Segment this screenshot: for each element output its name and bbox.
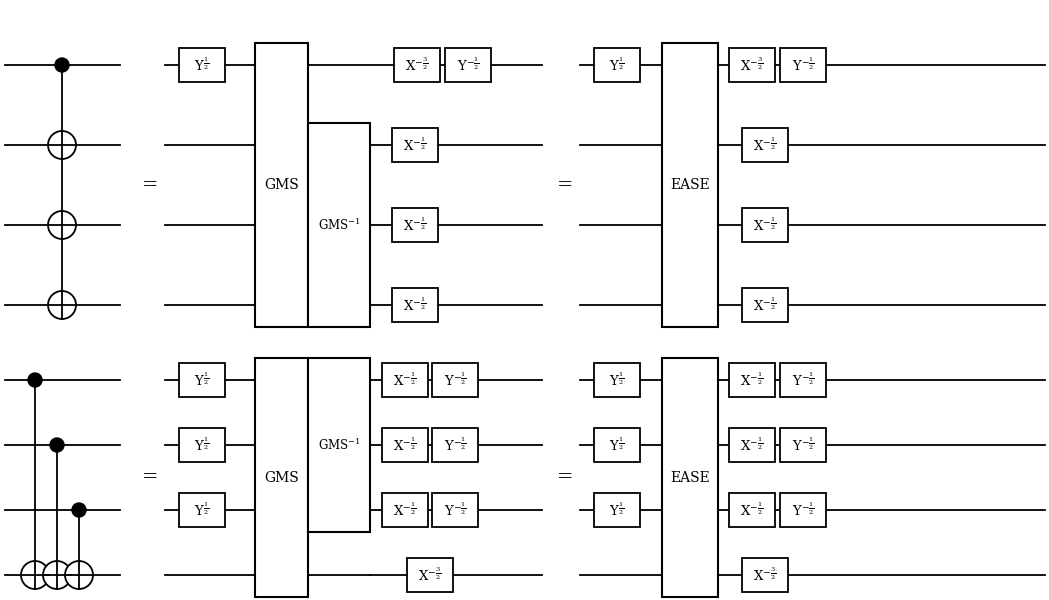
Bar [308,123,370,327]
Text: $\mathrm{Y}^{\frac{1}{2}}$: $\mathrm{Y}^{\frac{1}{2}}$ [194,56,210,74]
Bar [594,493,640,527]
Bar [432,493,478,527]
Bar [729,48,775,82]
Text: =: = [142,469,158,487]
Text: $\mathrm{Y}^{-\frac{1}{2}}$: $\mathrm{Y}^{-\frac{1}{2}}$ [792,501,814,519]
Text: $\mathrm{Y}^{-\frac{1}{2}}$: $\mathrm{Y}^{-\frac{1}{2}}$ [792,56,814,74]
Bar [729,493,775,527]
Text: GMS: GMS [264,178,299,192]
Bar [432,363,478,397]
Text: $\mathrm{Y}^{\frac{1}{2}}$: $\mathrm{Y}^{\frac{1}{2}}$ [609,371,624,389]
Text: $\mathrm{X}^{-\frac{3}{2}}$: $\mathrm{X}^{-\frac{3}{2}}$ [405,56,429,74]
Text: $\mathrm{Y}^{-\frac{1}{2}}$: $\mathrm{Y}^{-\frac{1}{2}}$ [792,371,814,389]
Text: $\mathrm{X}^{-\frac{1}{2}}$: $\mathrm{X}^{-\frac{1}{2}}$ [393,371,416,389]
Text: $\mathrm{Y}^{-\frac{1}{2}}$: $\mathrm{Y}^{-\frac{1}{2}}$ [444,501,467,519]
Text: GMS$^{-1}$: GMS$^{-1}$ [318,217,360,233]
Bar [392,128,438,162]
Bar [179,363,224,397]
Text: $\mathrm{X}^{-\frac{1}{2}}$: $\mathrm{X}^{-\frac{1}{2}}$ [403,136,427,154]
Bar [742,128,788,162]
Bar [780,363,826,397]
Text: $\mathrm{Y}^{-\frac{1}{2}}$: $\mathrm{Y}^{-\frac{1}{2}}$ [444,436,467,454]
Bar [392,208,438,242]
Bar [780,493,826,527]
Bar [394,48,440,82]
Circle shape [43,561,71,589]
Circle shape [50,438,64,452]
Circle shape [48,291,76,319]
Bar [594,363,640,397]
Circle shape [48,131,76,159]
Circle shape [55,58,69,72]
Circle shape [72,503,86,517]
Text: $\mathrm{X}^{-\frac{3}{2}}$: $\mathrm{X}^{-\frac{3}{2}}$ [741,56,764,74]
Text: $\mathrm{X}^{-\frac{1}{2}}$: $\mathrm{X}^{-\frac{1}{2}}$ [403,216,427,234]
Text: $\mathrm{Y}^{\frac{1}{2}}$: $\mathrm{Y}^{\frac{1}{2}}$ [194,436,210,454]
Bar [308,358,370,532]
Text: $\mathrm{Y}^{\frac{1}{2}}$: $\mathrm{Y}^{\frac{1}{2}}$ [609,436,624,454]
Bar [742,288,788,322]
Text: $\mathrm{X}^{-\frac{3}{2}}$: $\mathrm{X}^{-\frac{3}{2}}$ [419,566,442,584]
Text: $\mathrm{Y}^{\frac{1}{2}}$: $\mathrm{Y}^{\frac{1}{2}}$ [194,371,210,389]
Text: GMS$^{-1}$: GMS$^{-1}$ [318,437,360,453]
Bar [392,288,438,322]
Text: $\mathrm{Y}^{\frac{1}{2}}$: $\mathrm{Y}^{\frac{1}{2}}$ [609,56,624,74]
Bar [179,428,224,462]
Text: EASE: EASE [670,470,710,485]
Text: $\mathrm{X}^{-\frac{1}{2}}$: $\mathrm{X}^{-\frac{1}{2}}$ [741,371,764,389]
Text: =: = [557,469,573,487]
Bar [780,428,826,462]
Text: $\mathrm{Y}^{-\frac{1}{2}}$: $\mathrm{Y}^{-\frac{1}{2}}$ [456,56,479,74]
Bar [594,48,640,82]
Bar [255,43,308,327]
Text: $\mathrm{Y}^{\frac{1}{2}}$: $\mathrm{Y}^{\frac{1}{2}}$ [194,501,210,519]
Bar [407,558,453,592]
Bar [729,363,775,397]
Bar [432,428,478,462]
Text: $\mathrm{X}^{-\frac{1}{2}}$: $\mathrm{X}^{-\frac{1}{2}}$ [741,501,764,519]
Circle shape [48,211,76,239]
Bar [179,493,224,527]
Text: =: = [142,176,158,194]
Text: $\mathrm{X}^{-\frac{1}{2}}$: $\mathrm{X}^{-\frac{1}{2}}$ [393,436,416,454]
Text: $\mathrm{X}^{-\frac{1}{2}}$: $\mathrm{X}^{-\frac{1}{2}}$ [741,436,764,454]
Circle shape [28,373,42,387]
Text: $\mathrm{X}^{-\frac{1}{2}}$: $\mathrm{X}^{-\frac{1}{2}}$ [403,296,427,314]
Bar [255,358,308,597]
Text: EASE: EASE [670,178,710,192]
Text: GMS: GMS [264,470,299,485]
Bar [742,558,788,592]
Bar [445,48,491,82]
Circle shape [65,561,93,589]
Text: $\mathrm{X}^{-\frac{3}{2}}$: $\mathrm{X}^{-\frac{3}{2}}$ [753,566,776,584]
Bar [382,363,428,397]
Bar [662,43,718,327]
Text: $\mathrm{X}^{-\frac{1}{2}}$: $\mathrm{X}^{-\frac{1}{2}}$ [753,136,776,154]
Bar [742,208,788,242]
Text: $\mathrm{X}^{-\frac{1}{2}}$: $\mathrm{X}^{-\frac{1}{2}}$ [393,501,416,519]
Bar [662,358,718,597]
Text: $\mathrm{X}^{-\frac{1}{2}}$: $\mathrm{X}^{-\frac{1}{2}}$ [753,216,776,234]
Text: $\mathrm{Y}^{-\frac{1}{2}}$: $\mathrm{Y}^{-\frac{1}{2}}$ [792,436,814,454]
Bar [594,428,640,462]
Circle shape [21,561,49,589]
Bar [179,48,224,82]
Text: =: = [557,176,573,194]
Bar [780,48,826,82]
Bar [729,428,775,462]
Bar [382,428,428,462]
Text: $\mathrm{Y}^{\frac{1}{2}}$: $\mathrm{Y}^{\frac{1}{2}}$ [609,501,624,519]
Text: $\mathrm{Y}^{-\frac{1}{2}}$: $\mathrm{Y}^{-\frac{1}{2}}$ [444,371,467,389]
Bar [382,493,428,527]
Text: $\mathrm{X}^{-\frac{1}{2}}$: $\mathrm{X}^{-\frac{1}{2}}$ [753,296,776,314]
